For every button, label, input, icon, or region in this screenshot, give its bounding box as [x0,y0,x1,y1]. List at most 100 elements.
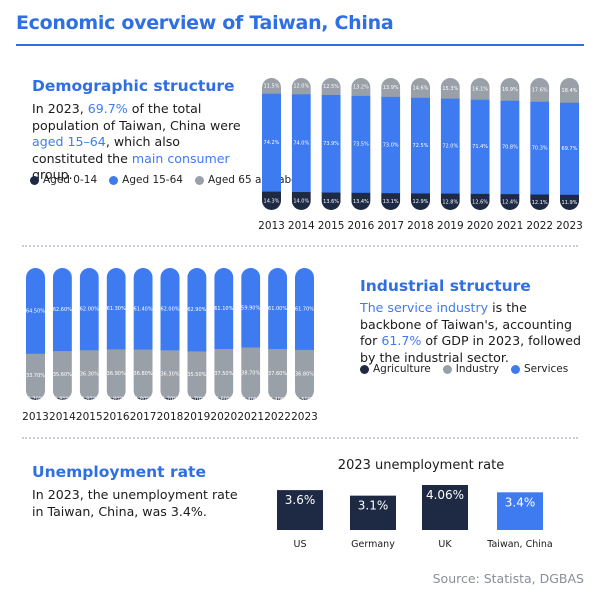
bar-segment-services [214,268,234,349]
bar-value-label: 72.5% [413,143,429,149]
industrial-chart: 1.70% 33.70% 64.50% 2013 1.80% 35.60% 62.60% 20… [22,268,318,423]
bar-value-label: 13.9% [383,85,399,91]
unemployment-heading: Unemployment rate [32,463,206,481]
x-tick-label: 2019 [437,220,464,232]
stacked-bar [268,268,288,400]
bar-segment-agriculture [295,398,314,400]
text-segment: 61.7% [381,333,422,348]
legend-swatch [109,175,119,185]
legend-swatch [442,364,452,374]
x-tick-label: US [294,539,307,550]
text-segment: of the total population of Taiwan, China… [32,101,241,133]
x-tick-label: UK [438,539,452,550]
industrial-legend: Agriculture Industry Services [360,363,568,375]
section-divider [22,245,578,247]
bar-segment-industry [268,348,288,399]
bar-segment-aged-15-64 [470,99,490,194]
bar-value-label: 36.80% [134,371,153,377]
legend-swatch [194,175,204,185]
bar-value-label: 33.70% [26,373,45,379]
unemployment-bar [277,490,323,530]
bar-value-label: 1.50% [297,397,313,403]
text-segment: In 2023, [32,101,88,116]
x-tick-label: 2013 [22,411,49,423]
text-segment: 69.7% [87,101,128,116]
stacked-bar [262,78,281,210]
bar-value-label: 62.00% [160,307,179,313]
bar-value-label: 64.50% [26,308,45,314]
bar-segment-services [133,268,153,350]
x-tick-label: 2021 [497,220,524,232]
bar-value-label: 1.70% [162,397,178,403]
bar-value-label: 1.40% [270,397,286,403]
bar-value-label: 35.50% [187,372,206,378]
x-tick-label: 2015 [318,220,345,232]
bar-segment-industry [241,347,261,399]
bar-value-label: 74.2% [264,140,280,146]
bar-segment-aged-65-and-above [291,78,311,95]
industrial-heading: Industrial structure [360,277,531,295]
bar-value-label: 12.4% [502,200,518,206]
bar-segment-agriculture [268,398,288,400]
bar-value-label: 61.70% [295,306,314,312]
legend-label: Aged 0-14 [43,174,98,186]
bar-value-label: 14.6% [413,85,429,91]
x-tick-label: 2020 [210,411,237,423]
bar-value-label: 11.5% [264,83,280,89]
bar-value-label: 13.4% [353,199,369,205]
bar-value-label: 14.0% [293,199,309,205]
bar-segment-agriculture [79,397,99,400]
bar-value-label: 12.5% [323,84,339,90]
stacked-bar [79,268,99,400]
bar-value-label: 72.0% [442,143,458,149]
bar-segment-aged-15-64 [530,101,550,195]
bar-value-label: 1.70% [189,397,205,403]
bar-value-label: 1.80% [108,397,124,403]
stacked-bar [411,78,430,210]
bar-value-label: 36.90% [107,371,126,377]
stacked-bar [214,268,234,400]
stacked-bar [470,78,490,210]
bar-value-label: 3.1% [358,499,389,513]
bar-value-label: 13.2% [353,84,369,90]
bar-segment-services [241,268,261,348]
x-tick-label: 2018 [407,220,434,232]
bar-segment-aged-15-64 [351,95,371,193]
bar-segment-aged-0-14 [321,192,341,210]
bar-value-label: 11.9% [562,200,578,206]
bar-segment-industry [133,349,153,399]
bar-value-label: 62.60% [53,307,72,313]
bar-value-label: 36.30% [80,371,99,377]
bar-value-label: 36.80% [295,371,314,377]
bar-segment-industry [52,350,72,399]
bar-segment-services [160,268,180,351]
bar-segment-industry [160,349,180,399]
bar-value-label: 3.6% [285,493,316,507]
bar-segment-aged-65-and-above [381,78,401,97]
demographic-description: In 2023, 69.7% of the total population o… [32,101,250,184]
legend-swatch [360,364,369,374]
bar-segment-aged-0-14 [351,192,371,210]
bar-segment-agriculture [52,397,72,400]
text-segment: , which also constituted the [32,134,180,166]
bar-segment-aged-15-64 [440,98,460,194]
bar-value-label: 14.3% [264,198,280,204]
x-tick-label: 2023 [291,411,318,423]
legend-item: Aged 15-64 [109,174,183,186]
bar-value-label: 3.4% [505,495,536,509]
bar-value-label: 12.0% [293,84,309,90]
section-divider [22,437,578,439]
stacked-bar [440,78,460,210]
bar-segment-aged-0-14 [500,193,520,210]
x-tick-label: 2016 [348,220,375,232]
bar-segment-aged-0-14 [411,192,430,210]
bar-value-label: 12.8% [442,199,458,205]
bar-value-label: 38.70% [241,370,260,376]
bar-value-label: 73.0% [383,142,399,148]
bar-segment-aged-15-64 [321,94,341,193]
x-tick-label: 2020 [467,220,494,232]
bar-value-label: 37.50% [214,371,233,377]
demographic-heading: Demographic structure [32,77,235,95]
unemployment-bar [350,495,396,530]
stacked-bar [160,268,180,400]
